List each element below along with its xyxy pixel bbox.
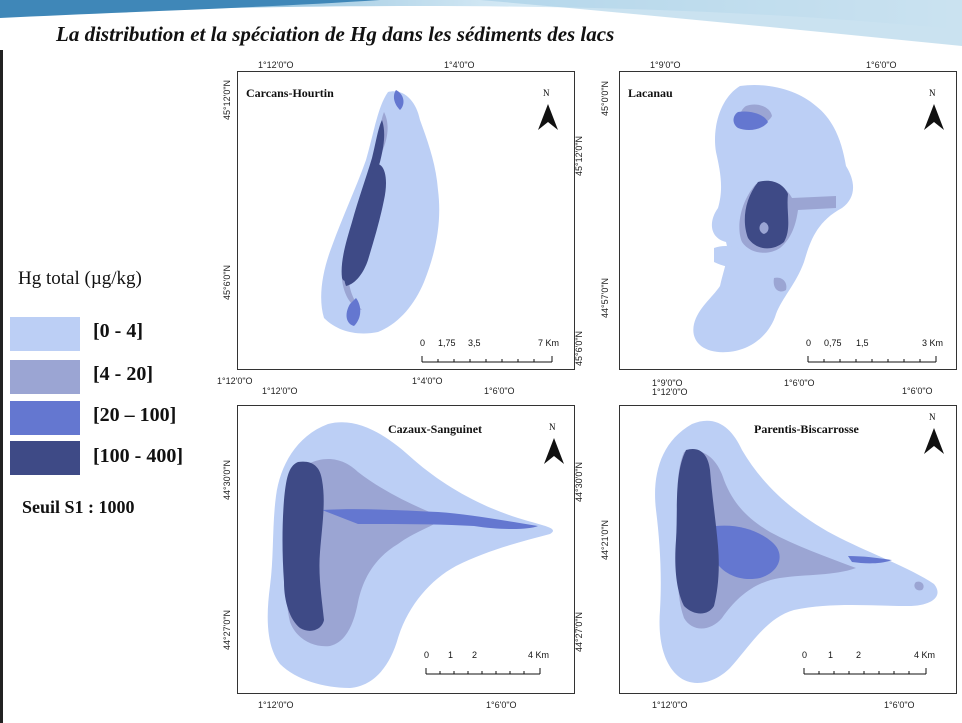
map3-scale-bar: 0 1 2 4 Km: [424, 650, 564, 682]
lake-cazaux-sanguinet-shape: [267, 422, 554, 688]
map2-left-tick-1: 45°0'0"N: [600, 80, 610, 116]
map1-top-tick-1: 1°12'0"O: [258, 60, 294, 70]
north-arrow-icon: N: [922, 412, 946, 454]
legend-swatch-100-400: [10, 441, 80, 475]
map1-bottom-tick-2: 1°4'0"O: [412, 376, 443, 386]
legend-swatch-0-4: [10, 317, 80, 351]
lake-parentis-biscarrosse-shape: [655, 420, 938, 683]
lake-lacanau-shape: [693, 84, 854, 353]
map3-left-tick-2: 44°27'0"N: [222, 609, 232, 650]
map3-left-tick-1: 44°30'0"N: [222, 459, 232, 500]
map2-bottom-tick-2: 1°6'0"O: [784, 378, 815, 388]
map2-bottom-tick-3: 1°6'0"O: [902, 386, 933, 396]
map3-top-tick-2: 1°6'0"O: [484, 386, 515, 396]
threshold-label: Seuil S1 : 1000: [22, 497, 135, 517]
map4-left-tick-2: 44°21'0"N: [600, 519, 610, 560]
legend-label-4-20: [4 - 20]: [93, 363, 153, 385]
map2-lake-name: Lacanau: [628, 86, 673, 100]
map-lacanau: Lacanau N 0 0,75 1,5 3 Km: [619, 71, 957, 370]
map1-left-tick-1: 45°12'0"N: [222, 79, 232, 120]
map1-top-tick-2: 1°4'0"O: [444, 60, 475, 70]
legend-label-0-4: [0 - 4]: [93, 320, 143, 342]
north-arrow-icon: N: [922, 88, 946, 130]
legend-title: Hg total (µg/kg): [18, 268, 142, 289]
map1-scale-bar: 0 1,75 3,5 7 Km: [420, 338, 560, 370]
map2-left-tick-4: 45°6'0"N: [574, 330, 584, 366]
map3-lake-name: Cazaux-Sanguinet: [388, 422, 483, 436]
map2-bottom-tick-1: 1°9'0"O: [652, 378, 683, 388]
map1-bottom-tick-1: 1°12'0"O: [217, 376, 253, 386]
legend-swatch-4-20: [10, 360, 80, 394]
legend-label-20-100: [20 – 100]: [93, 404, 177, 426]
map2-left-tick-2: 45°12'0"N: [574, 135, 584, 176]
legend-label-100-400: [100 - 400]: [93, 445, 183, 467]
map4-top-tick-1: 1°12'0"O: [652, 387, 688, 397]
map1-left-tick-2: 45°6'0"N: [222, 264, 232, 300]
legend-swatch-20-100: [10, 401, 80, 435]
map-parentis-biscarrosse: Parentis-Biscarrosse N 0 1 2 4 Km: [619, 405, 957, 694]
page-title: La distribution et la spéciation de Hg d…: [56, 22, 615, 46]
map2-top-tick-2: 1°6'0"O: [866, 60, 897, 70]
map3-bottom-tick-2: 1°6'0"O: [486, 700, 517, 710]
map3-bottom-tick-1: 1°12'0"O: [258, 700, 294, 710]
map-carcans-hourtin: Carcans-Hourtin N 0 1,75 3,5 7 Km: [237, 71, 575, 370]
map4-left-tick-1: 44°30'0"N: [574, 461, 584, 502]
map2-top-tick-1: 1°9'0"O: [650, 60, 681, 70]
map4-bottom-tick-2: 1°6'0"O: [884, 700, 915, 710]
map3-top-tick-1: 1°12'0"O: [262, 386, 298, 396]
map4-left-tick-3: 44°27'0"N: [574, 611, 584, 652]
map2-left-tick-3: 44°57'0"N: [600, 277, 610, 318]
title-banner: [0, 0, 962, 46]
map1-lake-name: Carcans-Hourtin: [246, 86, 334, 100]
left-edge-line: [0, 50, 3, 723]
north-arrow-icon: N: [536, 88, 560, 130]
lake-carcans-hourtin-shape: [321, 90, 440, 334]
north-arrow-icon: N: [542, 422, 566, 464]
map-cazaux-sanguinet: Cazaux-Sanguinet N 0 1 2 4 Km: [237, 405, 575, 694]
map2-scale-bar: 0 0,75 1,5 3 Km: [806, 338, 946, 370]
map4-bottom-tick-1: 1°12'0"O: [652, 700, 688, 710]
map4-lake-name: Parentis-Biscarrosse: [754, 422, 859, 436]
map4-scale-bar: 0 1 2 4 Km: [802, 650, 942, 682]
